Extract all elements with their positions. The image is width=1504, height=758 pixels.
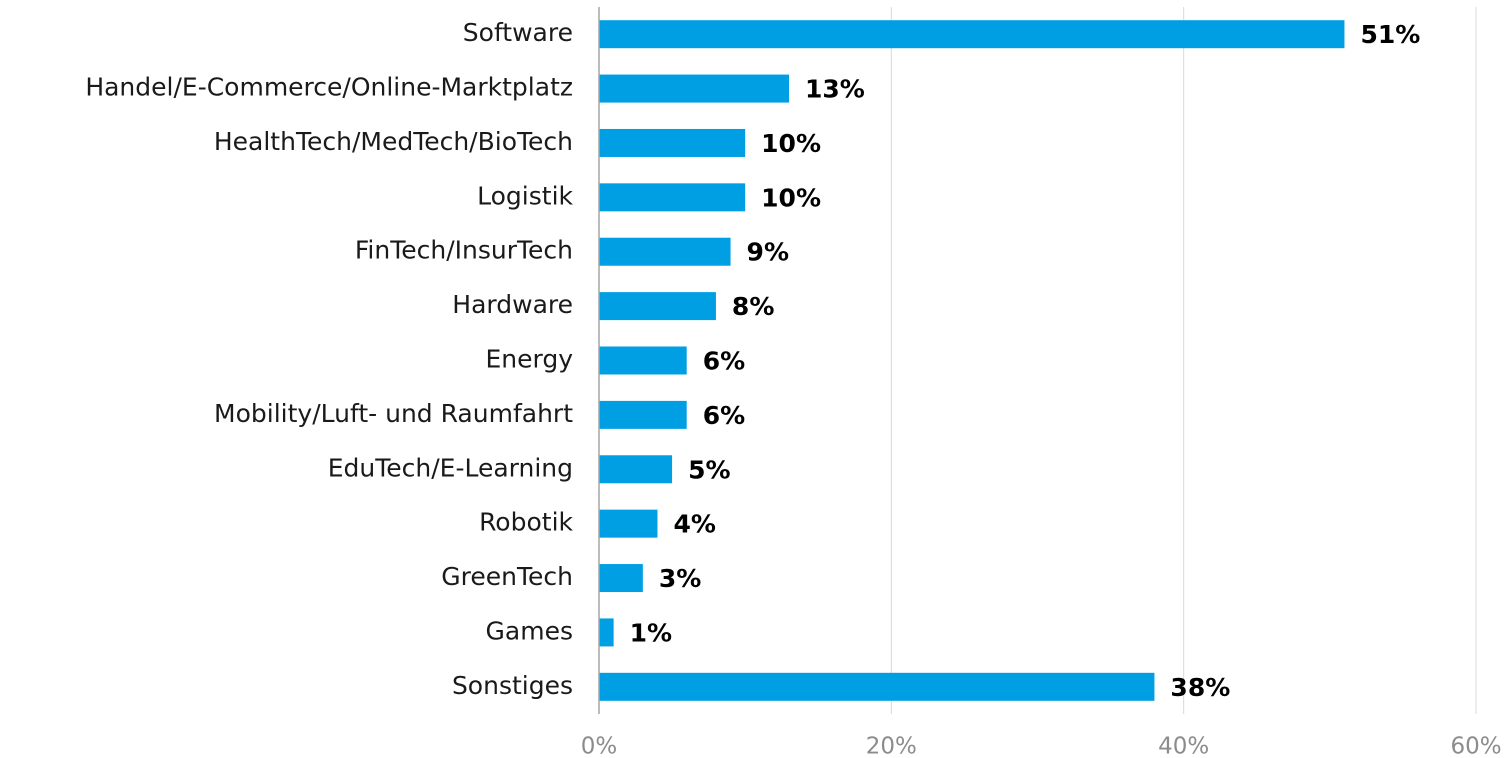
value-label: 51% — [1360, 20, 1420, 49]
x-tick-label: 60% — [1450, 734, 1501, 758]
value-label: 8% — [732, 292, 774, 321]
bar — [599, 346, 687, 375]
x-tick-label: 0% — [581, 734, 618, 758]
value-label: 6% — [703, 347, 745, 376]
value-label: 9% — [747, 238, 789, 267]
value-label: 3% — [659, 564, 701, 593]
x-tick-label: 20% — [866, 734, 917, 758]
value-label: 10% — [761, 183, 821, 212]
bar — [599, 564, 643, 593]
y-tick-label: FinTech/InsurTech — [355, 236, 573, 265]
bar — [599, 618, 614, 647]
y-tick-label: Software — [463, 18, 573, 47]
value-label: 4% — [673, 510, 715, 539]
y-tick-label: EduTech/E-Learning — [328, 453, 573, 482]
bar — [599, 74, 790, 103]
bar — [599, 20, 1345, 49]
bar — [599, 183, 746, 212]
bar — [599, 509, 658, 538]
bar — [599, 128, 746, 157]
value-label: 10% — [761, 129, 821, 158]
y-tick-label: Energy — [485, 345, 573, 374]
y-tick-label: Hardware — [452, 290, 573, 319]
y-tick-label: Logistik — [477, 181, 573, 210]
bar — [599, 672, 1155, 701]
y-tick-label: HealthTech/MedTech/BioTech — [214, 127, 573, 156]
bar — [599, 400, 687, 429]
value-label: 5% — [688, 455, 730, 484]
value-label: 38% — [1170, 673, 1230, 702]
y-tick-label: Mobility/Luft- und Raumfahrt — [214, 399, 573, 428]
y-tick-label: GreenTech — [441, 562, 573, 591]
y-tick-label: Handel/E-Commerce/Online-Marktplatz — [85, 73, 573, 102]
bar — [599, 455, 673, 484]
x-tick-label: 40% — [1158, 734, 1209, 758]
value-label: 13% — [805, 75, 865, 104]
y-tick-label: Sonstiges — [452, 671, 573, 700]
bar — [599, 237, 731, 266]
y-tick-label: Robotik — [479, 508, 573, 537]
y-tick-label: Games — [486, 616, 573, 645]
value-label: 1% — [630, 618, 672, 647]
bar — [599, 292, 716, 321]
value-label: 6% — [703, 401, 745, 430]
